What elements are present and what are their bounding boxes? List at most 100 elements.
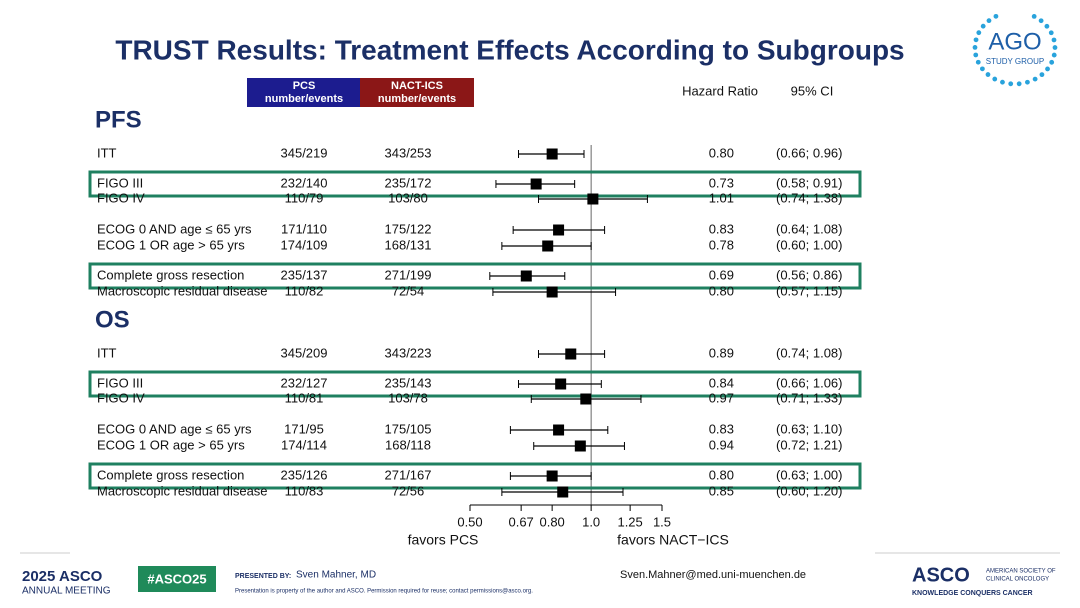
hr-label: 0.89 (709, 345, 734, 360)
subgroup-label: ECOG 0 AND age ≤ 65 yrs (97, 221, 252, 236)
pcs-count: 174/109 (281, 237, 328, 252)
pcs-count: 232/140 (281, 175, 328, 190)
logo-dot (1045, 66, 1050, 72)
ci-label: (0.60; 1.20) (776, 483, 843, 498)
ci-label: (0.74; 1.38) (776, 190, 843, 205)
column-header-box (360, 78, 474, 107)
highlight-box (88, 370, 862, 398)
society: AMERICAN SOCIETY OF (986, 569, 1056, 575)
subgroup-label: ECOG 1 OR age > 65 yrs (97, 237, 245, 252)
nact-count: 103/78 (388, 390, 428, 405)
logo-dot (985, 72, 991, 77)
highlight-box (88, 462, 862, 490)
tagline: KNOWLEDGE CONQUERS CANCER (912, 590, 1033, 597)
ci-label: (0.63; 1.00) (776, 467, 843, 482)
subgroup-label: ITT (97, 145, 117, 160)
logo-dot (1000, 79, 1005, 85)
email: Sven.Mahner@med.uni-muenchen.de (620, 569, 806, 581)
nact-count: 175/122 (385, 221, 432, 236)
hr-label: 0.84 (709, 375, 734, 390)
hr-marker (546, 470, 558, 482)
meeting-name: 2025 ASCO (22, 568, 103, 585)
column-header: number/events (265, 93, 343, 105)
hr-label: 0.83 (709, 221, 734, 236)
hr-marker (530, 178, 542, 190)
column-header: number/events (378, 93, 456, 105)
pcs-count: 110/83 (285, 483, 324, 498)
nact-count: 72/54 (392, 283, 425, 298)
ci-label: (0.57; 1.15) (776, 283, 843, 298)
subgroup-label: FIGO IV (97, 390, 145, 405)
pcs-count: 232/127 (281, 375, 328, 390)
section-label: PFS (95, 106, 142, 133)
logo-dot (1051, 37, 1057, 43)
column-header: 95% CI (791, 83, 834, 98)
column-header: PCS (293, 80, 316, 92)
logo-dot (973, 52, 979, 58)
pcs-count: 174/114 (281, 437, 327, 452)
ci-label: (0.58; 0.91) (776, 175, 843, 190)
ci-label: (0.66; 1.06) (776, 375, 843, 390)
hr-marker (520, 270, 532, 282)
highlight-box (88, 170, 862, 198)
logo-dot (1049, 59, 1055, 65)
logo-dot (972, 44, 978, 50)
ci-label: (0.60; 1.00) (776, 237, 843, 252)
hr-marker (546, 148, 558, 160)
section-label: OS (95, 306, 130, 333)
subgroup-label: Complete gross resection (97, 467, 244, 482)
pcs-count: 235/126 (281, 467, 328, 482)
logo-dot (1032, 76, 1038, 82)
society: CLINICAL ONCOLOGY (986, 577, 1049, 583)
subgroup-label: Macroscopic residual disease (97, 283, 268, 298)
ci-label: (0.74; 1.08) (776, 345, 843, 360)
highlight-box (88, 262, 862, 290)
logo-dot (980, 23, 986, 29)
logo-dot (1051, 52, 1057, 58)
x-label-left: favors PCS (408, 532, 479, 548)
asco-logo: ASCO (912, 564, 970, 586)
nact-count: 235/172 (385, 175, 432, 190)
subgroup-label: ECOG 0 AND age ≤ 65 yrs (97, 421, 252, 436)
logo-text: AGO (988, 28, 1041, 55)
logo-subtext: STUDY GROUP (986, 57, 1045, 66)
pcs-count: 110/81 (285, 390, 324, 405)
logo-dot (986, 18, 992, 24)
hr-marker (553, 224, 565, 236)
x-label-right: favors NACT−ICS (617, 532, 729, 548)
column-header: Hazard Ratio (682, 83, 758, 98)
hr-label: 0.85 (709, 483, 734, 498)
x-tick-label: 0.80 (539, 514, 564, 529)
hr-label: 0.83 (709, 421, 734, 436)
hr-marker (574, 440, 586, 452)
pcs-count: 345/219 (281, 145, 328, 160)
pcs-count: 110/79 (285, 190, 324, 205)
hashtag-box (138, 566, 216, 592)
nact-count: 103/80 (388, 190, 428, 205)
hr-marker (580, 393, 592, 405)
logo-dot (993, 13, 999, 19)
logo-dot (1031, 14, 1037, 19)
hr-marker (565, 348, 577, 360)
subgroup-label: FIGO III (97, 375, 143, 390)
hr-label: 0.80 (709, 145, 734, 160)
subgroup-label: FIGO III (97, 175, 143, 190)
ci-label: (0.63; 1.10) (776, 421, 843, 436)
hashtag: #ASCO25 (147, 571, 206, 586)
logo-dot (1052, 45, 1058, 50)
logo-dot (973, 37, 979, 43)
hr-label: 0.69 (709, 267, 734, 282)
hr-marker (557, 486, 569, 498)
hr-label: 0.94 (709, 437, 734, 452)
nact-count: 271/167 (385, 467, 432, 482)
nact-count: 168/131 (385, 237, 432, 252)
logo-dot (1048, 30, 1054, 36)
column-header-box (247, 78, 361, 107)
nact-count: 343/253 (385, 145, 432, 160)
ci-label: (0.56; 0.86) (776, 267, 843, 282)
ci-label: (0.64; 1.08) (776, 221, 843, 236)
pcs-count: 110/82 (285, 283, 324, 298)
pcs-count: 235/137 (281, 267, 328, 282)
ci-label: (0.72; 1.21) (776, 437, 843, 452)
